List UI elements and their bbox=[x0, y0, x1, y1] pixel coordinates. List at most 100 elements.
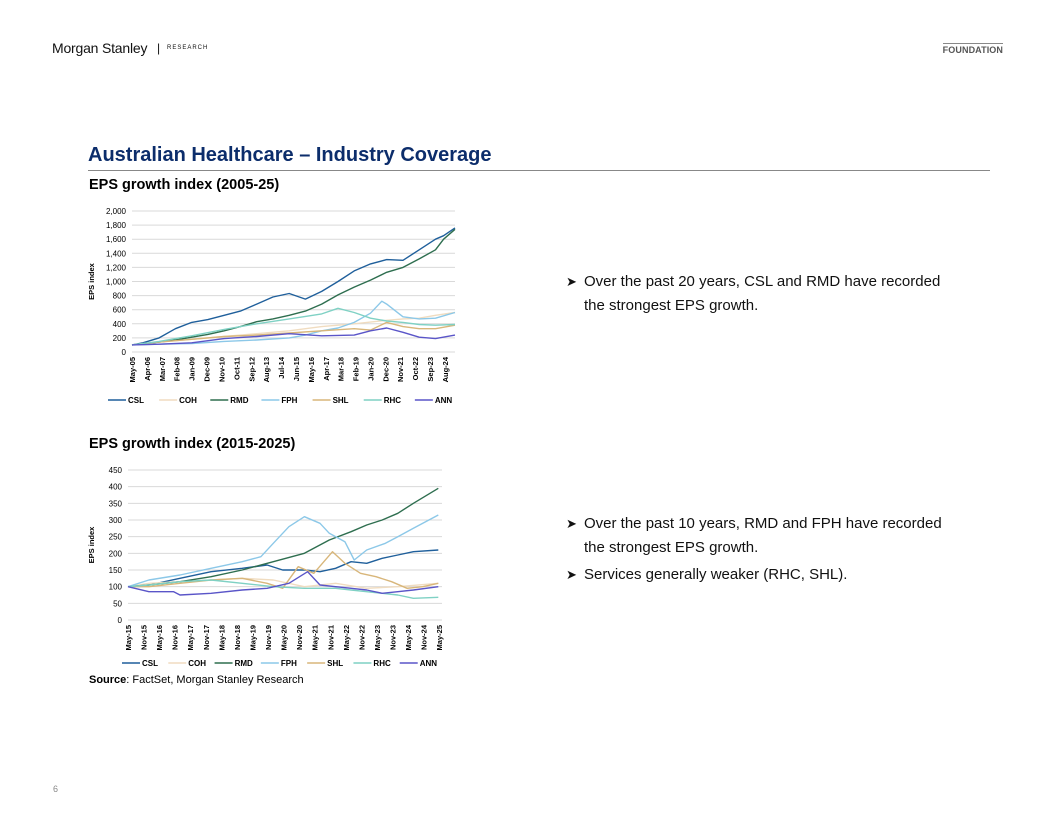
y-axis-label: EPS index bbox=[87, 262, 96, 300]
y-tick-label: 600 bbox=[113, 306, 127, 315]
y-tick-label: 1,400 bbox=[106, 249, 127, 258]
legend-label-shl: SHL bbox=[327, 659, 343, 668]
x-tick-label: May-16 bbox=[155, 625, 164, 650]
legend-label-rhc: RHC bbox=[384, 396, 402, 405]
x-tick-label: Jan-09 bbox=[188, 357, 197, 381]
x-tick-label: May-20 bbox=[280, 625, 289, 650]
series-line-csl bbox=[131, 227, 456, 346]
y-tick-label: 2,000 bbox=[106, 207, 127, 216]
x-tick-label: Aug-13 bbox=[262, 357, 271, 382]
x-tick-label: May-18 bbox=[217, 625, 226, 650]
bullet-text: Over the past 20 years, CSL and RMD have… bbox=[584, 273, 941, 314]
y-tick-label: 0 bbox=[118, 616, 123, 625]
legend-label-csl: CSL bbox=[142, 659, 158, 668]
page-title: Australian Healthcare – Industry Coverag… bbox=[88, 144, 492, 166]
y-tick-label: 250 bbox=[109, 533, 123, 542]
x-tick-label: Nov-22 bbox=[357, 625, 366, 650]
x-tick-label: Oct-22 bbox=[411, 357, 420, 380]
bullets-top: ➤ Over the past 20 years, CSL and RMD ha… bbox=[566, 270, 944, 321]
y-tick-label: 0 bbox=[122, 348, 127, 357]
x-tick-label: May-17 bbox=[186, 625, 195, 650]
source-text: : FactSet, Morgan Stanley Research bbox=[126, 674, 304, 686]
legend-label-coh: COH bbox=[188, 659, 206, 668]
legend-label-rmd: RMD bbox=[230, 396, 248, 405]
x-tick-label: Sep-23 bbox=[426, 357, 435, 382]
legend-label-rmd: RMD bbox=[235, 659, 253, 668]
source-note: Source: FactSet, Morgan Stanley Research bbox=[89, 674, 304, 686]
arrow-bullet-icon: ➤ bbox=[566, 567, 577, 582]
series-line-shl bbox=[131, 321, 456, 346]
x-tick-label: May-15 bbox=[124, 625, 133, 650]
arrow-bullet-icon: ➤ bbox=[566, 274, 577, 289]
source-label: Source bbox=[89, 674, 127, 686]
eps-chart-2015-2025: 0 50 100 150 200 250 300 350 400 450 EPS index May-… bbox=[87, 466, 444, 668]
x-tick-label: May-23 bbox=[373, 625, 382, 650]
x-tick-label: Mar-18 bbox=[337, 357, 346, 381]
x-tick-label: May-16 bbox=[307, 357, 316, 382]
title-divider bbox=[88, 170, 990, 171]
legend-label-fph: FPH bbox=[281, 659, 297, 668]
x-tick-label: Nov-21 bbox=[326, 625, 335, 650]
x-tick-label: Nov-10 bbox=[217, 357, 226, 382]
bullet-item: ➤ Services generally weaker (RHC, SHL). bbox=[566, 563, 944, 587]
series-line-ann bbox=[131, 327, 456, 346]
y-tick-label: 400 bbox=[109, 483, 123, 492]
series-line-fph bbox=[127, 514, 439, 588]
series-line-rhc bbox=[127, 579, 439, 600]
legend-label-rhc: RHC bbox=[373, 659, 391, 668]
legend-label-csl: CSL bbox=[128, 396, 144, 405]
series-line-rmd bbox=[131, 228, 456, 346]
foundation-label: FOUNDATION bbox=[942, 43, 1003, 55]
legend-label-ann: ANN bbox=[420, 659, 438, 668]
x-tick-label: Apr-06 bbox=[143, 357, 152, 381]
x-tick-label: Dec-09 bbox=[203, 357, 212, 382]
x-tick-label: May-22 bbox=[342, 625, 351, 650]
y-tick-label: 1,000 bbox=[106, 278, 127, 287]
bullets-bottom: ➤ Over the past 10 years, RMD and FPH ha… bbox=[566, 512, 944, 591]
chart-title-2005-25: EPS growth index (2005-25) bbox=[89, 177, 280, 193]
legend-label-fph: FPH bbox=[281, 396, 297, 405]
series-line-rhc bbox=[131, 307, 456, 346]
series-line-fph bbox=[131, 300, 456, 346]
x-tick-label: Jan-20 bbox=[366, 357, 375, 381]
x-tick-label: Jun-15 bbox=[292, 357, 301, 381]
x-tick-label: May-21 bbox=[311, 625, 320, 650]
bullet-text: Services generally weaker (RHC, SHL). bbox=[584, 566, 848, 583]
y-tick-label: 50 bbox=[113, 599, 122, 608]
header-separator: | bbox=[157, 41, 161, 55]
x-tick-label: Nov-21 bbox=[396, 357, 405, 382]
y-tick-label: 400 bbox=[113, 320, 127, 329]
series-line-ann bbox=[127, 570, 439, 596]
x-tick-label: Sep-12 bbox=[247, 357, 256, 382]
y-tick-label: 200 bbox=[109, 549, 123, 558]
research-label: RESEARCH bbox=[167, 45, 209, 51]
x-tick-label: May-24 bbox=[404, 624, 413, 650]
chart-title-2015-2025: EPS growth index (2015-2025) bbox=[89, 436, 296, 452]
x-tick-label: May-19 bbox=[248, 625, 257, 650]
legend-label-ann: ANN bbox=[435, 396, 453, 405]
bullet-text: Over the past 10 years, RMD and FPH have… bbox=[584, 515, 942, 556]
legend-label-shl: SHL bbox=[333, 396, 349, 405]
x-tick-label: Oct-11 bbox=[232, 357, 241, 380]
x-tick-label: May-25 bbox=[435, 625, 444, 650]
x-tick-label: Nov-19 bbox=[264, 625, 273, 650]
x-tick-label: Nov-24 bbox=[420, 624, 429, 650]
y-axis-label: EPS index bbox=[87, 526, 96, 564]
y-tick-label: 1,200 bbox=[106, 263, 127, 272]
x-tick-label: Dec-20 bbox=[381, 357, 390, 382]
morgan-stanley-logo: Morgan Stanley bbox=[52, 40, 148, 56]
y-tick-label: 300 bbox=[109, 516, 123, 525]
y-tick-label: 1,800 bbox=[106, 221, 127, 230]
x-tick-label: Nov-18 bbox=[233, 625, 242, 650]
x-tick-label: Feb-08 bbox=[173, 357, 182, 381]
x-tick-label: Nov-20 bbox=[295, 625, 304, 650]
y-tick-label: 1,600 bbox=[106, 235, 127, 244]
page-number: 6 bbox=[53, 784, 59, 794]
x-tick-label: Nov-16 bbox=[171, 625, 180, 650]
x-tick-label: Aug-24 bbox=[441, 356, 450, 382]
y-tick-label: 800 bbox=[113, 292, 127, 301]
eps-chart-2005-25: 0 200 400 600 800 1,000 1,200 1,400 1,600 1,800 2,… bbox=[87, 207, 456, 405]
x-tick-label: Nov-23 bbox=[389, 625, 398, 650]
legend-label-coh: COH bbox=[179, 396, 197, 405]
x-tick-label: Nov-17 bbox=[202, 625, 211, 650]
